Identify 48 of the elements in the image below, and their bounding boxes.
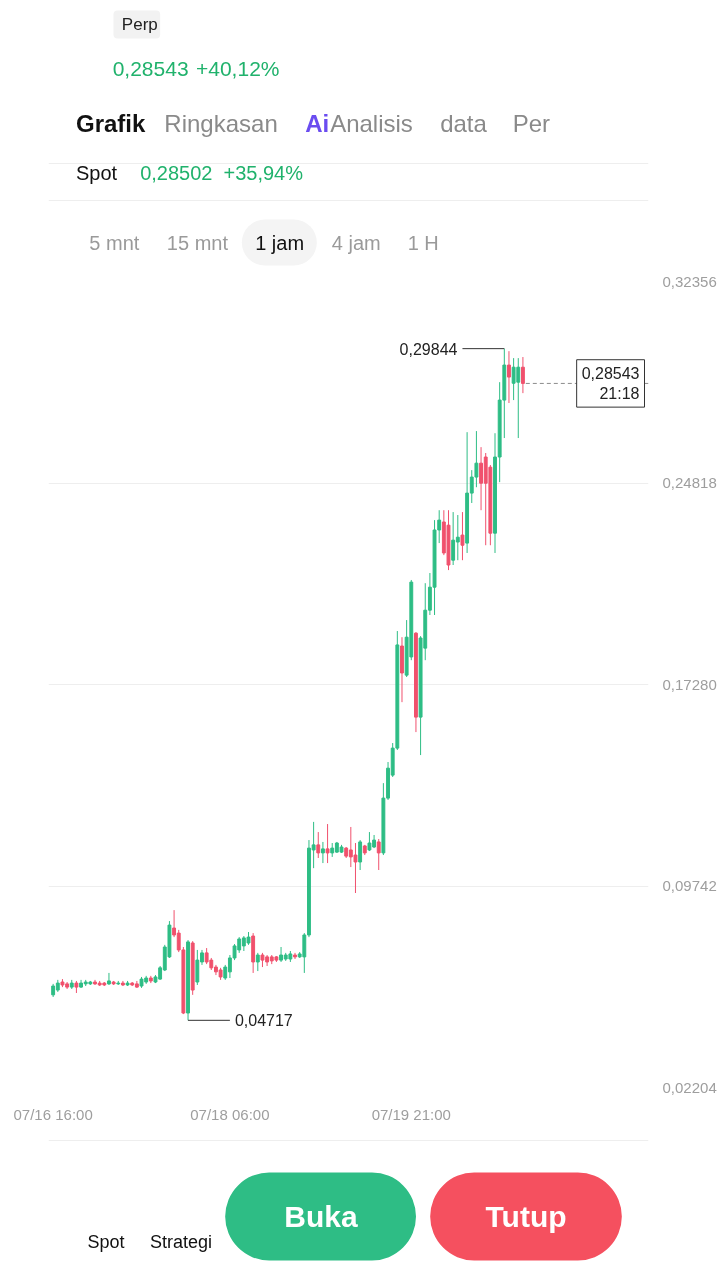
candlestick: [107, 972, 111, 986]
text: data: [440, 110, 488, 137]
candlestick: [451, 511, 456, 566]
text: Ringkasan: [164, 110, 278, 137]
candlestick: [358, 839, 363, 871]
text: 0,28502: [140, 161, 213, 184]
candlestick: [511, 357, 516, 401]
candlestick: [507, 350, 511, 404]
x-tick-label: 07/19 21:00: [371, 1105, 451, 1123]
y-tick-label: 0,17280: [662, 675, 717, 693]
y-tick-label: 0,32356: [662, 272, 717, 290]
text: Grafik: [76, 110, 147, 137]
text: Perp: [121, 15, 158, 34]
text: +35,94%: [223, 161, 304, 184]
candlestick: [520, 356, 525, 394]
x-tick-label: 07/16 16:00: [13, 1105, 93, 1123]
candlestick: [460, 511, 465, 561]
text: 15 mnt: [166, 231, 229, 254]
annotation: 0,29844: [399, 340, 458, 358]
y-tick-label: 0,09742: [662, 877, 717, 894]
candlestick: [353, 842, 358, 894]
candlestick: [320, 841, 325, 864]
text: 5 mnt: [89, 231, 140, 254]
text: Spot: [87, 1231, 125, 1252]
text: 4 jam: [331, 231, 381, 254]
candlestick: [376, 838, 381, 871]
text: +40,12%: [196, 57, 280, 80]
text: 1 H: [407, 231, 439, 254]
candlestick: [325, 823, 330, 864]
text: Spot: [76, 161, 118, 184]
text: 1 jam: [255, 231, 305, 254]
text: Analisis: [330, 110, 413, 137]
annotation: 0,04717: [234, 1012, 293, 1030]
text: Ai: [305, 110, 330, 137]
text: 0,28543: [112, 56, 189, 80]
text: Tutup: [485, 1200, 567, 1233]
candlestick: [316, 831, 321, 859]
candlestick: [255, 952, 260, 972]
candlestick: [195, 949, 200, 986]
x-tick-label: 07/18 06:00: [190, 1105, 270, 1123]
candlestick: [455, 514, 460, 561]
y-tick-label: 0,24818: [662, 474, 717, 491]
text: Buka: [284, 1200, 358, 1233]
text: Per: [512, 110, 551, 137]
candlestick: [516, 357, 521, 439]
y-tick-label: 0,02204: [662, 1078, 717, 1096]
ref-line-label: 0,28543 21:18: [581, 364, 640, 403]
text: Strategi: [149, 1231, 213, 1252]
